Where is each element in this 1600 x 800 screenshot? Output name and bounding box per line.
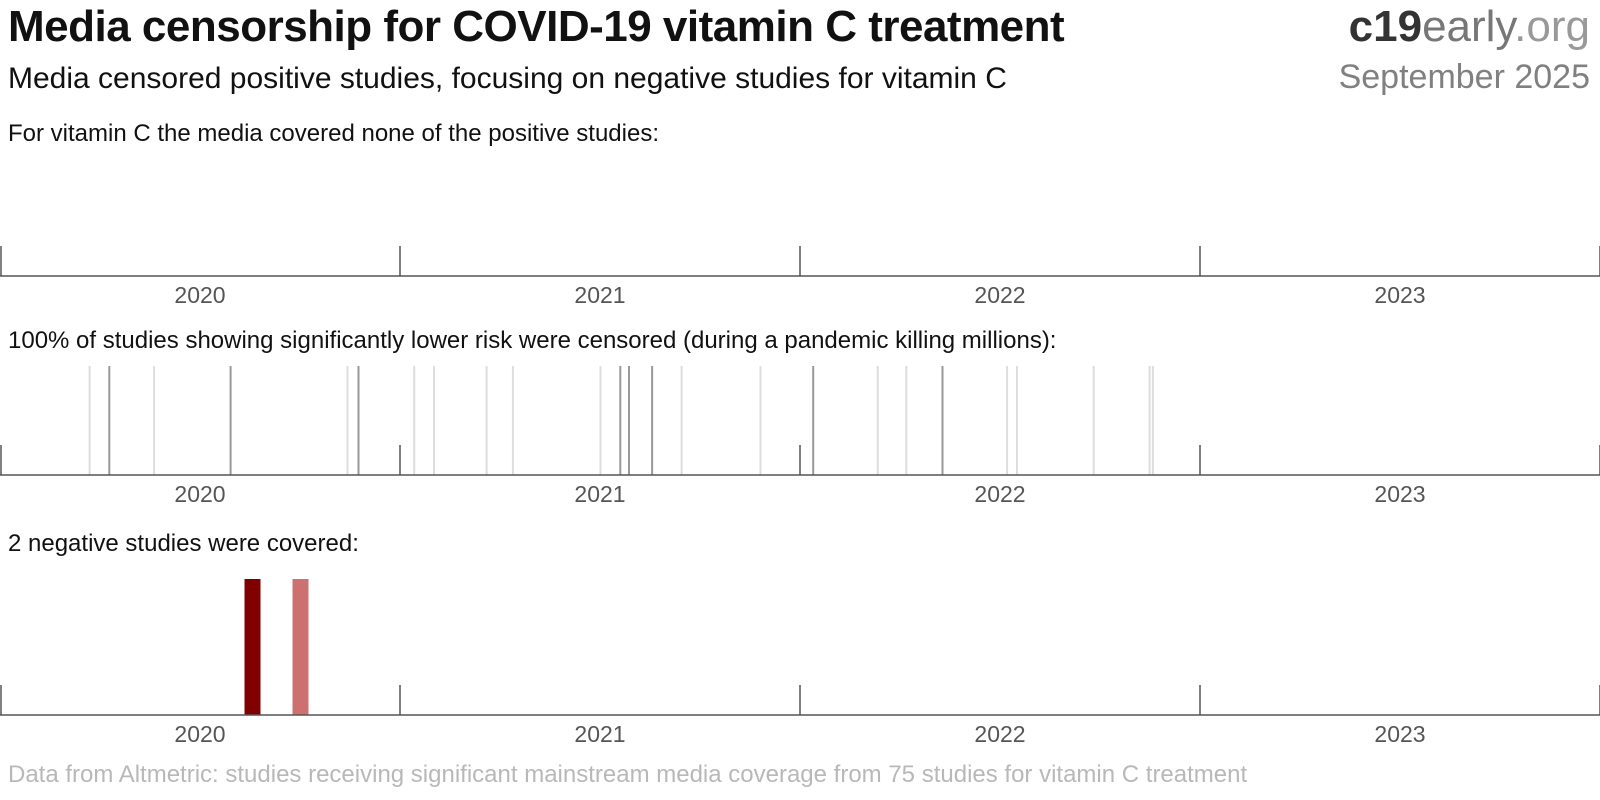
study-bar-1	[244, 579, 261, 715]
x-tick-label: 2021	[574, 721, 625, 747]
x-tick-label: 2022	[974, 282, 1025, 308]
timeline-positive-studies-covered: 2020 2021 2022 2023	[0, 246, 1600, 308]
study-bar-15	[680, 366, 683, 475]
x-tick-label: 2022	[974, 721, 1025, 747]
study-bar-11	[599, 366, 602, 475]
study-bar-25	[1151, 366, 1154, 475]
x-tick-label: 2023	[1374, 481, 1425, 507]
x-tick-label: 2021	[574, 481, 625, 507]
x-tick-label: 2022	[974, 481, 1025, 507]
x-tick-label: 2023	[1374, 282, 1425, 308]
chart-title: Media censorship for COVID-19 vitamin C …	[8, 2, 1065, 51]
study-bar-1	[88, 366, 91, 475]
x-tick-label: 2020	[174, 282, 225, 308]
study-bar-6	[357, 366, 360, 475]
x-tick-label: 2020	[174, 721, 225, 747]
study-bar-2	[292, 579, 309, 715]
study-bar-22	[1016, 366, 1018, 475]
study-bar-12	[619, 366, 622, 475]
x-tick-label: 2020	[174, 481, 225, 507]
timeline-censored-studies: 2020 2021 2022 2023	[0, 366, 1600, 507]
study-bar-9	[485, 366, 488, 475]
study-bar-21	[1006, 366, 1009, 475]
study-bar-5	[346, 366, 349, 475]
study-bar-4	[229, 366, 232, 475]
brand-part-org: .org	[1514, 2, 1590, 51]
brand-logo[interactable]: c19early.org	[1349, 2, 1590, 52]
study-bar-7	[413, 366, 416, 475]
data-source-note: Data from Altmetric: studies receiving s…	[8, 761, 1248, 788]
brand-part-early: early	[1422, 2, 1515, 51]
study-bar-24	[1148, 366, 1151, 475]
study-bar-19	[905, 366, 908, 475]
study-bar-13	[628, 366, 630, 475]
study-bar-8	[433, 366, 435, 475]
study-bar-14	[651, 366, 654, 475]
study-bar-10	[511, 366, 514, 475]
panel-2-caption: 100% of studies showing significantly lo…	[8, 327, 1057, 354]
study-bar-16	[759, 366, 762, 475]
study-bar-20	[941, 366, 944, 475]
brand-part-c19: c19	[1348, 2, 1423, 51]
panel-3-caption: 2 negative studies were covered:	[8, 530, 359, 557]
panel-1-caption: For vitamin C the media covered none of …	[8, 120, 659, 147]
x-tick-label: 2023	[1374, 721, 1425, 747]
study-bar-2	[108, 366, 111, 475]
study-bar-23	[1092, 366, 1095, 475]
x-tick-label: 2021	[574, 282, 625, 308]
timeline-negative-studies-covered: 2020 2021 2022 2023	[0, 579, 1600, 747]
publication-date: September 2025	[1338, 58, 1590, 96]
study-bar-18	[876, 366, 879, 475]
study-bar-17	[812, 366, 815, 475]
study-bar-3	[153, 366, 156, 475]
chart-subtitle: Media censored positive studies, focusin…	[8, 62, 1007, 95]
